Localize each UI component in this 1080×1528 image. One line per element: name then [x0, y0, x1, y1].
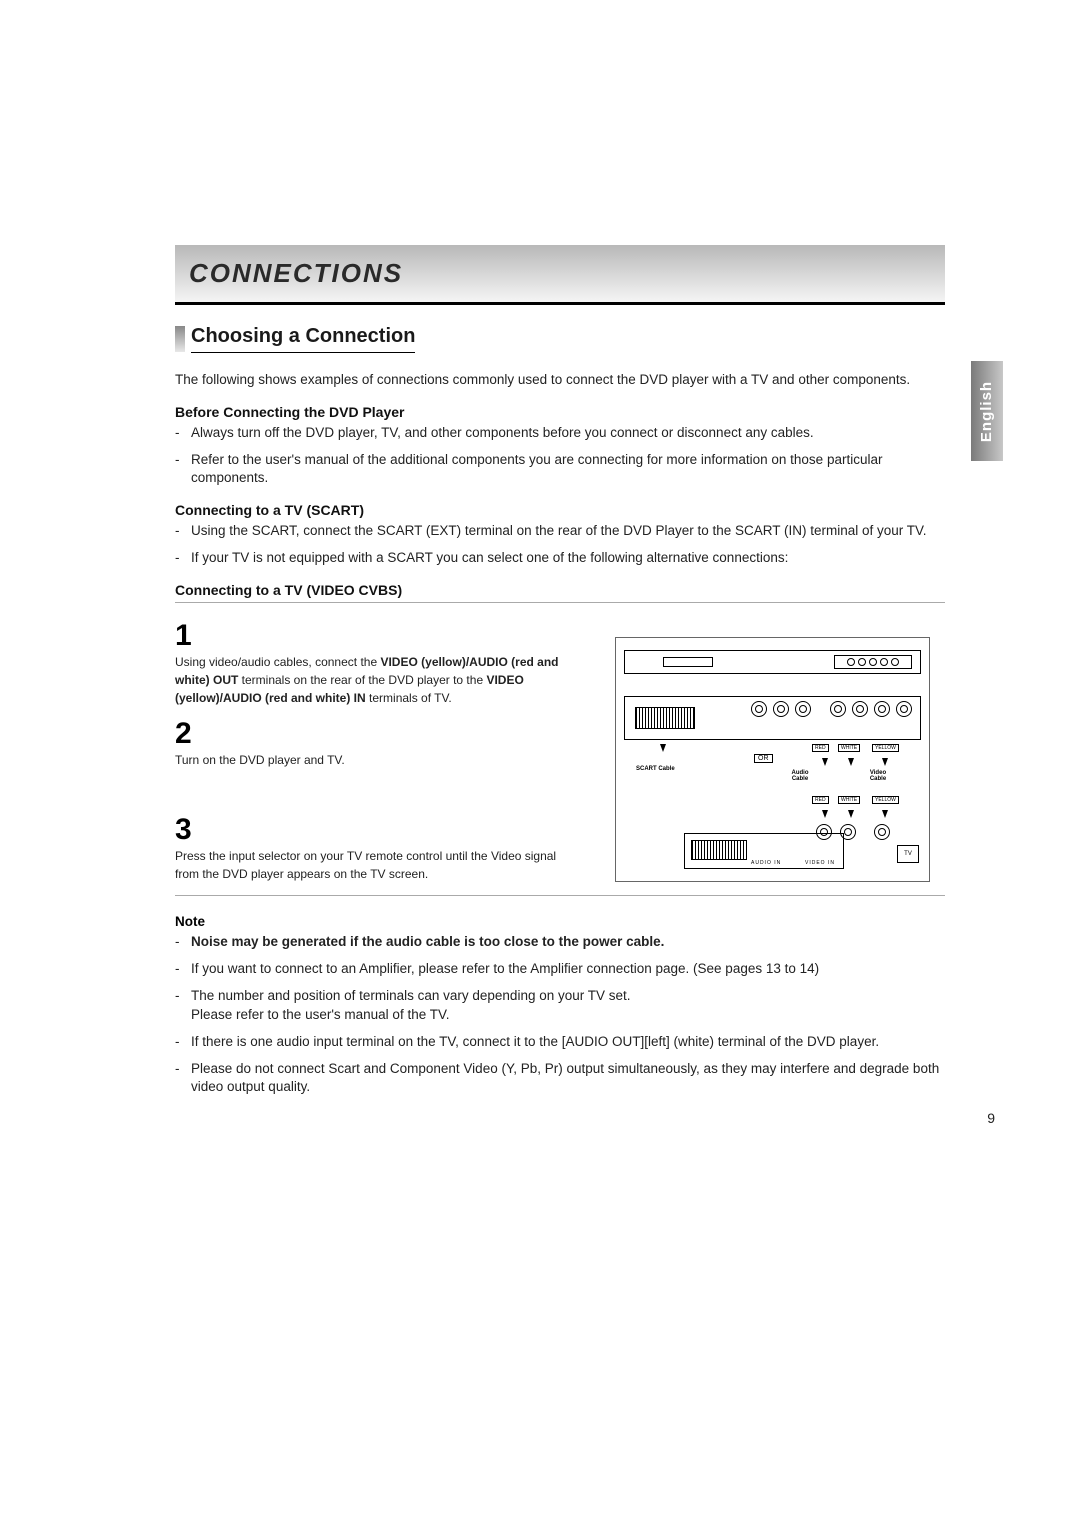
label-red-2: RED — [812, 796, 829, 804]
language-tab-label: English — [979, 380, 996, 441]
page-content: English CONNECTIONS Choosing a Connectio… — [175, 245, 945, 1105]
step-text-part: Using video/audio cables, connect the — [175, 655, 380, 669]
audio-cable-label: Audio Cable — [786, 770, 814, 783]
step-number-3: 3 — [175, 813, 570, 847]
dvd-rear-panel-icon — [624, 696, 921, 740]
arrow-down-icon — [848, 758, 854, 766]
step-text-part: terminals on the rear of the DVD player … — [238, 673, 486, 687]
tv-panel-icon: AUDIO IN VIDEO IN — [684, 833, 844, 869]
label-white: WHITE — [838, 744, 860, 752]
intro-paragraph: The following shows examples of connecti… — [175, 371, 945, 390]
page-number: 9 — [987, 1110, 995, 1126]
bullet-item: -If you want to connect to an Amplifier,… — [175, 960, 945, 979]
label-red: RED — [812, 744, 829, 752]
bullet-list-1: -Always turn off the DVD player, TV, and… — [175, 424, 945, 489]
divider — [175, 895, 945, 896]
note-list: -Noise may be generated if the audio cab… — [175, 933, 945, 1097]
connection-diagram: RED WHITE YELLOW OR SCART Cable Audio Ca… — [615, 637, 930, 882]
subheading-video-cvbs: Connecting to a TV (VIDEO CVBS) — [175, 582, 945, 598]
step-2-text: Turn on the DVD player and TV. — [175, 751, 570, 769]
scart-cable-label: SCART Cable — [636, 766, 675, 773]
label-white-2: WHITE — [838, 796, 860, 804]
steps-column: 1 Using video/audio cables, connect the … — [175, 609, 570, 883]
bullet-text: Using the SCART, connect the SCART (EXT)… — [191, 522, 945, 541]
bullet-item: -Refer to the user's manual of the addit… — [175, 451, 945, 489]
arrow-down-icon — [822, 758, 828, 766]
section-title: Choosing a Connection — [191, 325, 415, 353]
arrow-down-icon — [848, 810, 854, 818]
language-tab: English — [971, 361, 1003, 461]
bullet-text: If you want to connect to an Amplifier, … — [191, 960, 945, 979]
subheading-scart: Connecting to a TV (SCART) — [175, 502, 945, 518]
arrow-down-icon — [822, 810, 828, 818]
bullet-text: Please do not connect Scart and Componen… — [191, 1060, 945, 1098]
tv-label: TV — [897, 845, 919, 863]
bullet-item: -Using the SCART, connect the SCART (EXT… — [175, 522, 945, 541]
bullet-item: -If your TV is not equipped with a SCART… — [175, 549, 945, 568]
step-number-1: 1 — [175, 619, 570, 653]
or-label: OR — [754, 754, 773, 763]
bullet-item: -If there is one audio input terminal on… — [175, 1033, 945, 1052]
chapter-header: CONNECTIONS — [175, 245, 945, 305]
steps-area: 1 Using video/audio cables, connect the … — [175, 602, 945, 896]
bullet-item: -Please do not connect Scart and Compone… — [175, 1060, 945, 1098]
arrow-down-icon — [882, 758, 888, 766]
label-yellow: YELLOW — [872, 744, 899, 752]
step-number-2: 2 — [175, 717, 570, 751]
bullet-text: If there is one audio input terminal on … — [191, 1033, 945, 1052]
section-bar-icon — [175, 326, 185, 352]
bullet-item: -The number and position of terminals ca… — [175, 987, 945, 1025]
arrow-down-icon — [660, 744, 666, 752]
bullet-text: Refer to the user's manual of the additi… — [191, 451, 945, 489]
step-text-part: terminals of TV. — [366, 691, 452, 705]
label-yellow-2: YELLOW — [872, 796, 899, 804]
step-1-text: Using video/audio cables, connect the VI… — [175, 653, 570, 707]
bullet-item: -Always turn off the DVD player, TV, and… — [175, 424, 945, 443]
bullet-text: If your TV is not equipped with a SCART … — [191, 549, 945, 568]
video-in-label: VIDEO IN — [805, 860, 835, 866]
bullet-text: Always turn off the DVD player, TV, and … — [191, 424, 945, 443]
section-heading: Choosing a Connection — [175, 325, 945, 353]
chapter-title: CONNECTIONS — [189, 258, 403, 289]
note-bold-line: Noise may be generated if the audio cabl… — [191, 933, 945, 952]
divider — [175, 602, 945, 603]
bullet-text: The number and position of terminals can… — [191, 987, 945, 1025]
arrow-down-icon — [882, 810, 888, 818]
step-3-text: Press the input selector on your TV remo… — [175, 847, 570, 883]
video-cable-label: Video Cable — [864, 770, 892, 783]
audio-in-label: AUDIO IN — [751, 860, 781, 866]
subheading-before-connecting: Before Connecting the DVD Player — [175, 404, 945, 420]
note-heading: Note — [175, 914, 945, 929]
bullet-list-2: -Using the SCART, connect the SCART (EXT… — [175, 522, 945, 568]
bullet-item: -Noise may be generated if the audio cab… — [175, 933, 945, 952]
dvd-front-panel-icon — [624, 650, 921, 674]
diagram-column: RED WHITE YELLOW OR SCART Cable Audio Ca… — [600, 609, 945, 883]
